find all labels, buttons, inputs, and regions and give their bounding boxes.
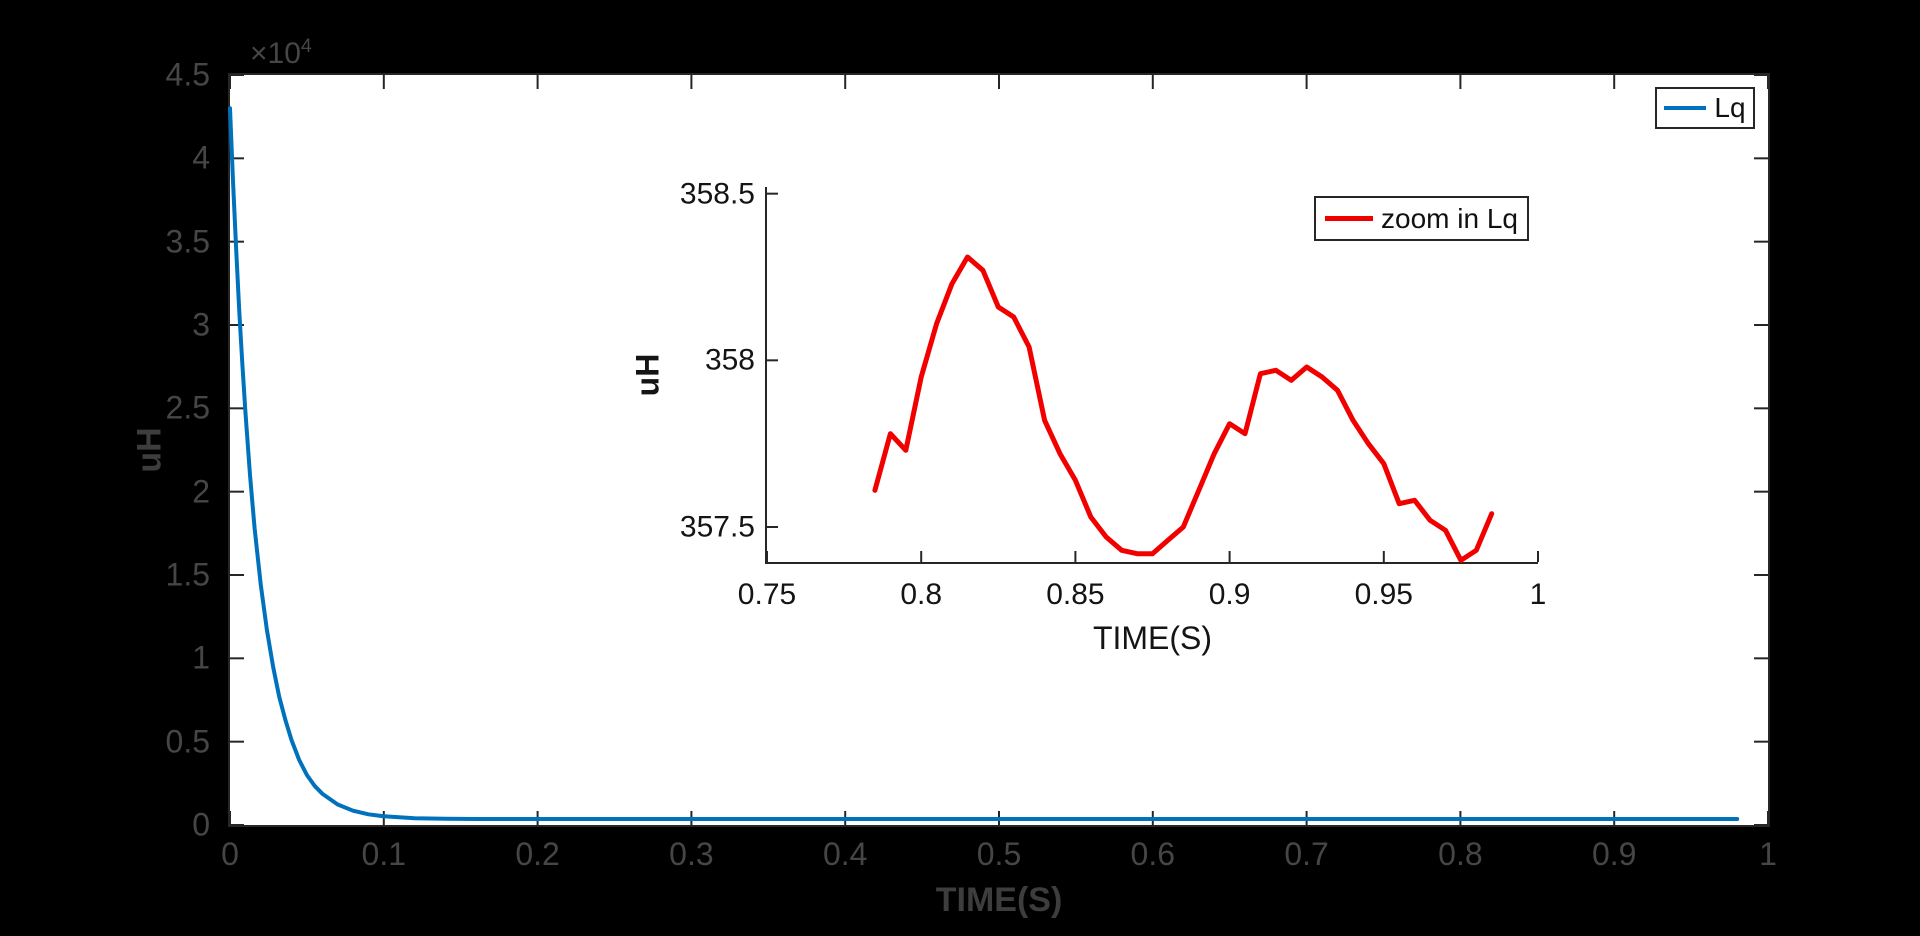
inset-xaxis-label: TIME(S) bbox=[1092, 620, 1213, 656]
series-line-zoom-in-lq bbox=[872, 254, 1495, 563]
main-tick-label-y: 1 bbox=[192, 639, 210, 676]
main-tick-label-x: 0.1 bbox=[361, 836, 407, 872]
main-tick-label-y: 4 bbox=[192, 139, 210, 176]
exponent-base: ×10 bbox=[250, 37, 301, 70]
main-tick-label-x: 1 bbox=[1759, 836, 1777, 872]
legend-label-lq: Lq bbox=[1714, 92, 1746, 123]
main-legend: Lq bbox=[1655, 87, 1755, 129]
inset-yaxis-label: uH bbox=[629, 353, 666, 396]
inset-tick-label-x: 1 bbox=[1529, 578, 1547, 611]
inset-tick-label-x: 0.85 bbox=[1046, 578, 1105, 611]
inset-tick-label-y: 357.5 bbox=[679, 510, 755, 544]
main-tick-label-x: 0.2 bbox=[515, 836, 560, 872]
main-tick-label-y: 2.5 bbox=[165, 389, 210, 426]
main-yaxis-label: uH bbox=[130, 427, 169, 473]
inset-tick-label-y: 358.5 bbox=[679, 177, 755, 211]
inset-plot-area bbox=[766, 192, 1539, 563]
main-tick-label-y: 0.5 bbox=[165, 723, 210, 760]
main-xaxis-label: TIME(S) bbox=[935, 881, 1063, 919]
legend-line-zoom-lq bbox=[1325, 216, 1374, 221]
inset-tick-label-x: 0.75 bbox=[737, 578, 797, 611]
main-tick-label-x: 0.3 bbox=[669, 836, 714, 872]
inset-tick-label-y: 358 bbox=[704, 343, 755, 377]
main-tick-label-x: 0.8 bbox=[1438, 836, 1483, 872]
main-tick-label-x: 0.9 bbox=[1591, 836, 1637, 872]
main-plot-area bbox=[228, 74, 1769, 826]
main-tick-label-x: 0.7 bbox=[1284, 836, 1329, 872]
exponent-power: 4 bbox=[300, 35, 312, 57]
main-tick-label-x: 0.5 bbox=[976, 836, 1022, 872]
main-tick-label-x: 0.4 bbox=[822, 836, 868, 872]
main-tick-label-x: 0.6 bbox=[1130, 836, 1176, 872]
main-tick-label-y: 4.5 bbox=[165, 56, 210, 93]
inset-legend: zoom in Lq bbox=[1314, 196, 1529, 241]
inset-axes: TIME(S) uH zoom in Lq 0.75 0.8 0.85 0.9 0.95… bbox=[630, 177, 1547, 656]
main-tick-label-x: 0 bbox=[221, 836, 239, 872]
inset-tick-label-x: 0.95 bbox=[1354, 578, 1413, 611]
main-tick-label-y: 1.5 bbox=[165, 556, 210, 593]
main-tick-label-y: 2 bbox=[192, 473, 210, 510]
inset-tick-label-x: 0.8 bbox=[900, 578, 943, 611]
legend-line-lq bbox=[1664, 106, 1707, 110]
main-tick-label-y: 0 bbox=[192, 806, 210, 843]
main-tick-label-y: 3 bbox=[192, 306, 210, 343]
inset-tick-label-x: 0.9 bbox=[1208, 578, 1251, 611]
series-line-lq bbox=[228, 106, 1740, 821]
main-y-exponent: ×104 bbox=[250, 35, 312, 71]
legend-label-zoom-lq: zoom in Lq bbox=[1381, 202, 1518, 234]
main-tick-label-y: 3.5 bbox=[165, 223, 210, 260]
